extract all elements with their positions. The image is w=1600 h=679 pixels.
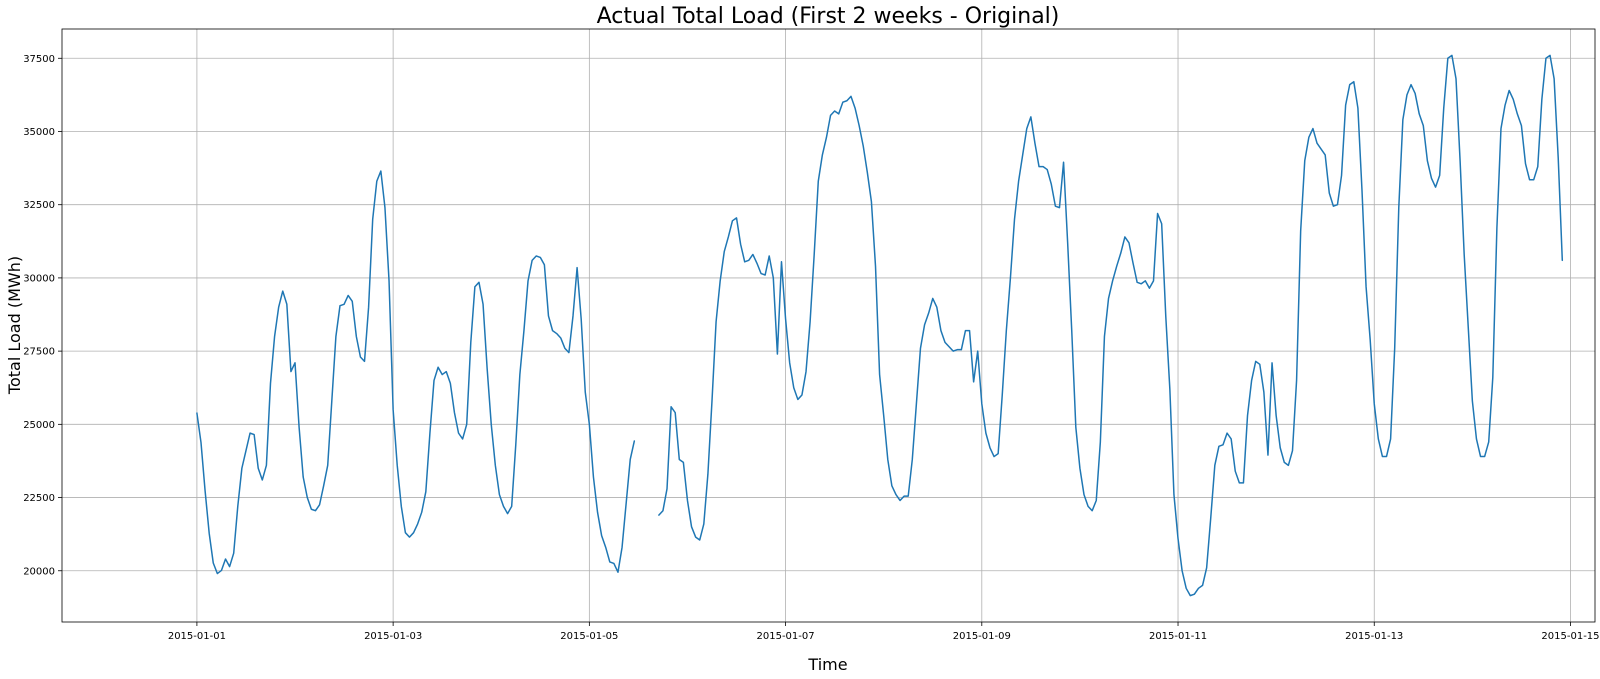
y-tick-label: 32500 bbox=[23, 200, 55, 211]
x-tick-label: 2015-01-07 bbox=[757, 631, 815, 642]
y-tick-label: 27500 bbox=[23, 347, 55, 358]
y-tick-label: 22500 bbox=[23, 493, 55, 504]
tick-layer: 2015-01-01 2015-01-03 2015-01-05 2015-01-07… bbox=[23, 54, 1599, 642]
plot-frame bbox=[61, 28, 1596, 623]
y-tick-label: 25000 bbox=[23, 420, 55, 431]
x-tick-label: 2015-01-05 bbox=[560, 631, 618, 642]
y-tick-label: 20000 bbox=[23, 566, 55, 577]
grid-layer bbox=[62, 29, 1595, 622]
x-tick-label: 2015-01-01 bbox=[168, 631, 226, 642]
x-axis-label: Time bbox=[807, 655, 847, 674]
y-tick-label: 37500 bbox=[23, 54, 55, 65]
series-line-segment bbox=[658, 54, 1564, 597]
y-axis-label: Total Load (MWh) bbox=[5, 256, 24, 395]
x-tick-label: 2015-01-15 bbox=[1541, 631, 1599, 642]
x-tick-label: 2015-01-11 bbox=[1149, 631, 1207, 642]
y-tick-label: 30000 bbox=[23, 273, 55, 284]
x-tick-label: 2015-01-09 bbox=[953, 631, 1011, 642]
series-layer bbox=[196, 54, 1564, 597]
chart-title: Actual Total Load (First 2 weeks - Origi… bbox=[597, 4, 1060, 29]
x-tick-label: 2015-01-13 bbox=[1345, 631, 1403, 642]
y-tick-label: 35000 bbox=[23, 127, 55, 138]
series-line-segment bbox=[196, 170, 636, 575]
x-tick-label: 2015-01-03 bbox=[364, 631, 422, 642]
